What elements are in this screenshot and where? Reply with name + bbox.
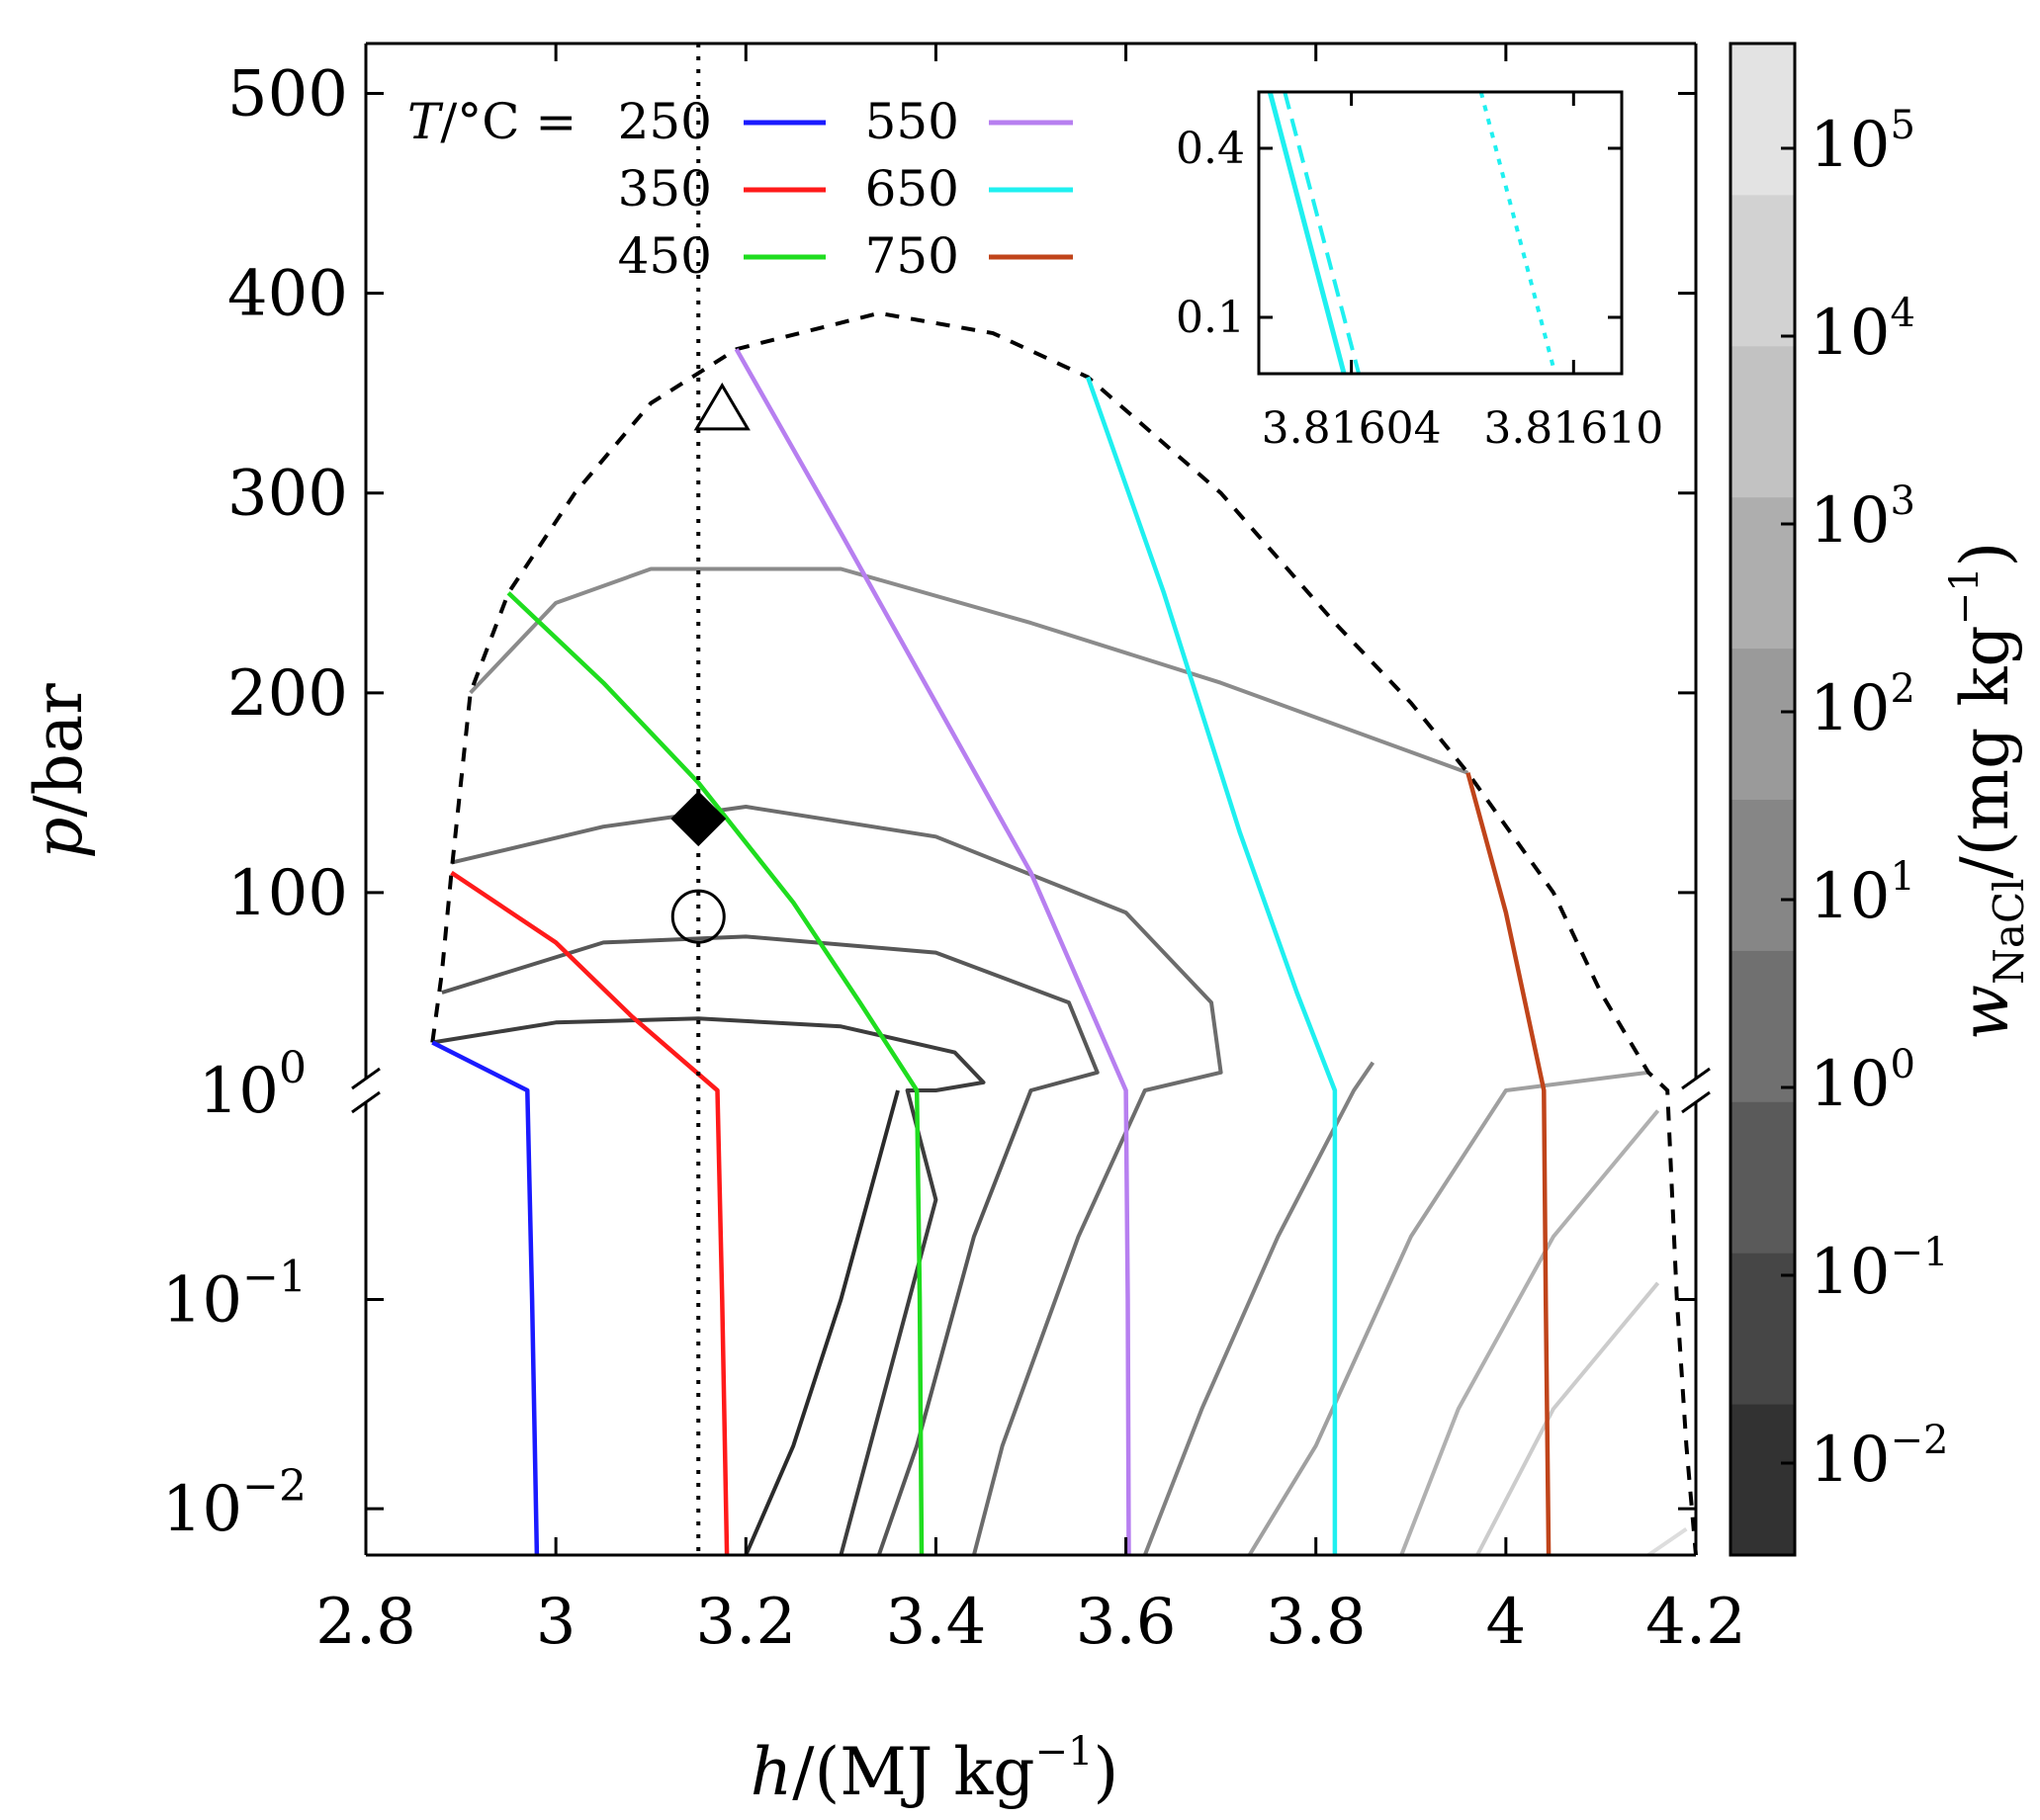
contour-line — [1399, 1109, 1660, 1556]
contour-line — [1646, 1526, 1688, 1557]
contour-line — [469, 566, 1469, 775]
colorbar-tick-label: 103 — [1810, 478, 1915, 558]
x-tick-label: 3.8 — [1266, 1586, 1367, 1659]
colorbar: 10−2 10−1 100 101 102 103 104 105 — [1729, 42, 1948, 1557]
legend-label: 250 — [618, 93, 712, 150]
colorbar-band — [1730, 194, 1795, 347]
diamond-marker — [670, 791, 727, 847]
axis-break-mark — [1681, 1067, 1711, 1090]
x-tick-label: 3 — [536, 1586, 577, 1659]
legend: T/°C = 250 350 450 550 650 750 — [407, 93, 1073, 285]
inset-x-tick-label: 3.81604 — [1262, 403, 1442, 454]
colorbar-tick-label: 102 — [1810, 666, 1915, 745]
y-tick-label: 10−1 — [162, 1253, 307, 1338]
legend-label: 450 — [618, 227, 712, 285]
inset-background — [1259, 92, 1622, 374]
isotherm-250 — [431, 1040, 540, 1556]
x-tick-label: 3.4 — [886, 1586, 987, 1659]
colorbar-tick-label: 100 — [1810, 1042, 1915, 1121]
isotherm-650 — [1085, 376, 1338, 1555]
y-tick-label: 200 — [227, 657, 348, 731]
isotherm-lines — [431, 348, 1552, 1556]
inset-line-solid — [1267, 91, 1347, 375]
colorbar-band — [1730, 1101, 1795, 1254]
inset-x-tick-label: 3.81610 — [1483, 403, 1663, 454]
plot-frame — [351, 42, 1711, 1557]
inset-zoom: 3.81604 3.81610 0.1 0.4 — [1176, 90, 1663, 454]
colorbar-tick-label: 104 — [1810, 291, 1915, 370]
colorbar-band — [1730, 1253, 1795, 1405]
legend-label: 650 — [865, 160, 959, 217]
colorbar-band — [1730, 43, 1795, 196]
colorbar-band — [1730, 496, 1795, 650]
x-tick-label: 3.2 — [695, 1586, 796, 1659]
inset-y-tick-label: 0.4 — [1176, 124, 1245, 174]
x-axis-title: h/(MJ kg−1) — [751, 1729, 1118, 1810]
two-phase-boundary — [430, 310, 1698, 1556]
y-axis-title: p/bar — [21, 683, 97, 859]
contour-line — [441, 934, 1100, 1556]
colorbar-band — [1730, 345, 1795, 498]
colorbar-tick-label: 10−2 — [1810, 1418, 1948, 1497]
legend-label: 750 — [865, 227, 959, 285]
isotherm-750 — [1465, 772, 1552, 1556]
colorbar-title: wNaCl/(mg kg−1) — [1942, 542, 2033, 1041]
axis-ticks: 2.8 3 3.2 3.4 3.6 3.8 4 4.2 100 200 300 400 500 100 10… — [162, 43, 1746, 1659]
inset-frame — [1257, 90, 1624, 376]
state-markers — [670, 382, 751, 944]
contour-line — [744, 1089, 900, 1556]
contour-line — [431, 1016, 986, 1556]
y-tick-label: 300 — [227, 458, 348, 531]
contour-line — [1142, 1061, 1375, 1556]
axis-break-mark — [351, 1067, 381, 1090]
y-tick-label: 10−2 — [162, 1461, 307, 1546]
inset-y-tick-label: 0.1 — [1176, 293, 1245, 343]
triangle-marker — [693, 382, 751, 431]
contour-line — [451, 805, 1223, 1556]
y-tick-label: 100 — [199, 1043, 307, 1128]
contour-lines — [431, 566, 1688, 1557]
colorbar-tick-label: 105 — [1810, 103, 1915, 182]
dome-line — [430, 310, 1698, 1556]
isotherm-450 — [506, 591, 925, 1556]
inset-line-dashed — [1283, 91, 1362, 375]
x-tick-label: 2.8 — [315, 1586, 416, 1659]
axis-break-mark — [1681, 1090, 1711, 1114]
colorbar-band — [1730, 1404, 1795, 1556]
y-tick-label: 400 — [227, 258, 348, 331]
x-tick-label: 4.2 — [1645, 1586, 1746, 1659]
colorbar-band — [1730, 648, 1795, 800]
x-tick-label: 3.6 — [1076, 1586, 1177, 1659]
colorbar-tick-label: 10−1 — [1810, 1230, 1948, 1309]
isotherm-550 — [734, 348, 1131, 1556]
x-tick-label: 4 — [1485, 1586, 1526, 1659]
colorbar-tick-label: 101 — [1810, 854, 1915, 933]
colorbar-band — [1730, 799, 1795, 951]
circle-marker — [670, 889, 726, 944]
legend-label: 350 — [618, 160, 712, 217]
y-tick-label: 500 — [227, 58, 348, 131]
legend-prefix: T/°C = — [407, 93, 577, 150]
axis-break-mark — [351, 1090, 381, 1114]
contour-line — [1475, 1281, 1660, 1556]
legend-label: 550 — [865, 93, 959, 150]
isotherm-350 — [450, 870, 730, 1556]
colorbar-frame — [1729, 42, 1797, 1557]
y-tick-label: 100 — [227, 857, 348, 930]
colorbar-band — [1730, 950, 1795, 1102]
contour-line — [1247, 1070, 1649, 1557]
